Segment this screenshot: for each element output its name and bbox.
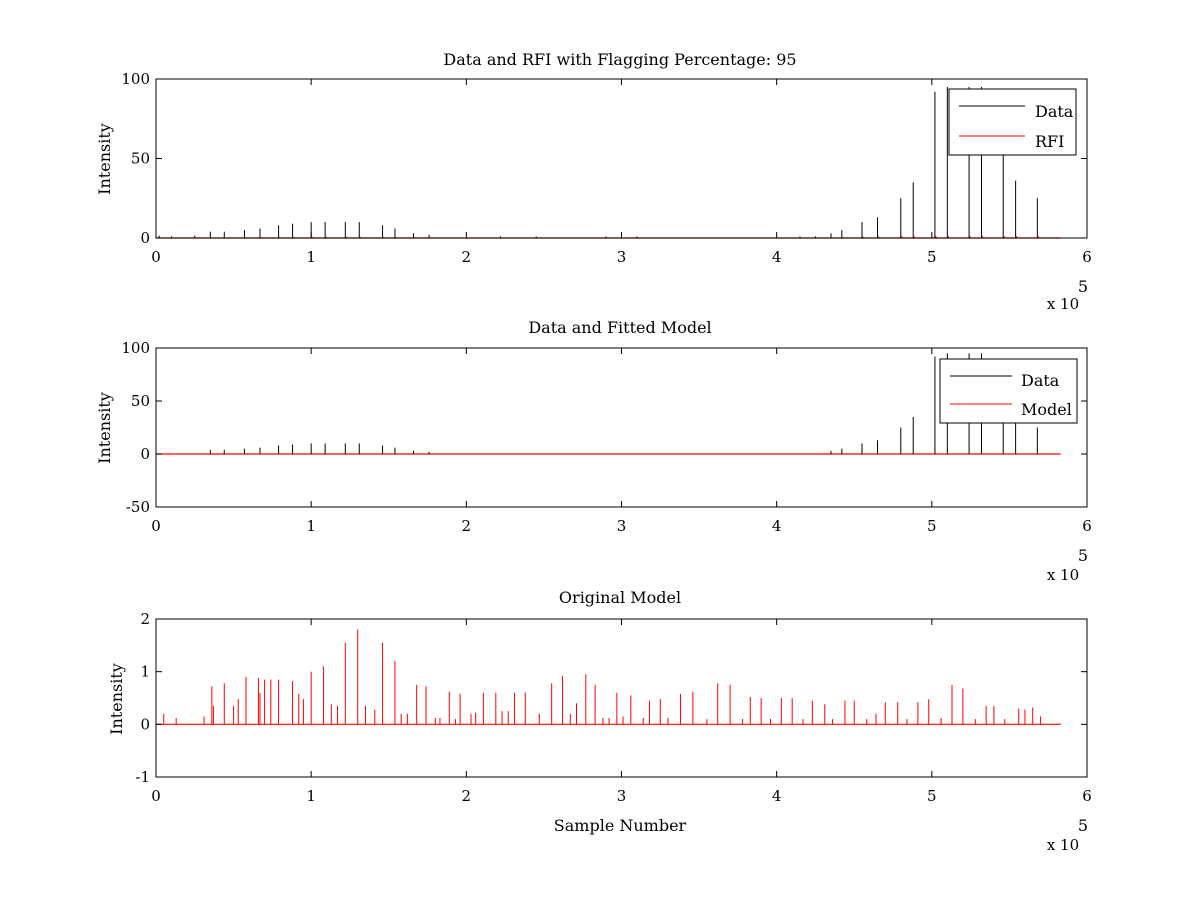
panel-3-x-exponent: x 10 [1047, 836, 1079, 854]
panel-2-title: Data and Fitted Model [528, 318, 711, 337]
panel-2-spikes [156, 353, 1061, 455]
x-tick-label: 4 [772, 248, 782, 266]
panel-3-title: Original Model [559, 588, 681, 607]
panel-1-title: Data and RFI with Flagging Percentage: 9… [443, 50, 796, 69]
x-tick-label: 2 [462, 787, 472, 805]
panel-3-xlabel: Sample Number [554, 816, 687, 835]
panel-3-x-exponent-power: 5 [1078, 816, 1088, 835]
y-tick-label: 0 [140, 229, 150, 247]
panel-3-ylabel: Intensity [107, 663, 126, 735]
x-tick-label: 0 [151, 787, 161, 805]
panel-2-legend-box [939, 358, 1078, 424]
legend-rfi-label: RFI [1035, 132, 1064, 151]
x-tick-label: 1 [306, 248, 316, 266]
y-tick-label: 50 [131, 392, 150, 410]
y-tick-label: -50 [126, 498, 150, 516]
panel-3-spikes [156, 629, 1061, 725]
x-tick-label: 0 [151, 248, 161, 266]
y-tick-label: -1 [135, 768, 150, 786]
x-tick-label: 4 [772, 517, 782, 535]
x-tick-label: 2 [462, 248, 472, 266]
x-tick-label: 1 [306, 517, 316, 535]
y-tick-label: 50 [131, 150, 150, 168]
panel-1-ylabel: Intensity [95, 123, 114, 195]
x-tick-label: 5 [927, 517, 937, 535]
x-tick-label: 0 [151, 517, 161, 535]
legend-data-label-2: Data [1021, 371, 1060, 390]
x-tick-label: 6 [1082, 787, 1092, 805]
x-tick-label: 2 [462, 517, 472, 535]
x-tick-label: 1 [306, 787, 316, 805]
panel-1-legend: Data RFI [948, 88, 1077, 156]
x-tick-label: 3 [617, 517, 627, 535]
panel-1-axes-box [155, 78, 1088, 239]
panel-1-x-exponent-power: 5 [1078, 277, 1088, 296]
y-tick-label: 0 [140, 445, 150, 463]
x-tick-label: 5 [927, 787, 937, 805]
panel-2-x-exponent-power: 5 [1078, 546, 1088, 565]
y-tick-label: 2 [140, 610, 150, 628]
y-tick-label: 0 [140, 715, 150, 733]
x-tick-label: 4 [772, 787, 782, 805]
panel-1: Data and RFI with Flagging Percentage: 9… [95, 50, 1092, 313]
panel-3-axes-box [155, 618, 1088, 778]
panel-2-x-exponent: x 10 [1047, 566, 1079, 584]
y-tick-label: 100 [121, 339, 150, 357]
panel-2-legend: Data Model [939, 358, 1078, 424]
y-tick-label: 1 [140, 663, 150, 681]
panel-1-x-exponent: x 10 [1047, 295, 1079, 313]
x-tick-label: 3 [617, 248, 627, 266]
panel-1-ticks: 0 1 2 3 4 5 6 0 50 100 [121, 70, 1091, 266]
panel-2: Data and Fitted Model Intensity 0 1 2 3 4 5 6 -… [95, 318, 1092, 584]
panel-2-axes-box [155, 347, 1088, 508]
legend-model-label: Model [1021, 400, 1072, 419]
panel-2-ylabel: Intensity [95, 392, 114, 464]
panel-1-spikes [156, 86, 1061, 239]
y-tick-label: 100 [121, 70, 150, 88]
x-tick-label: 3 [617, 787, 627, 805]
x-tick-label: 6 [1082, 517, 1092, 535]
legend-data-label: Data [1035, 102, 1074, 121]
x-tick-label: 5 [927, 248, 937, 266]
x-tick-label: 6 [1082, 248, 1092, 266]
panel-1-legend-box [948, 88, 1077, 156]
